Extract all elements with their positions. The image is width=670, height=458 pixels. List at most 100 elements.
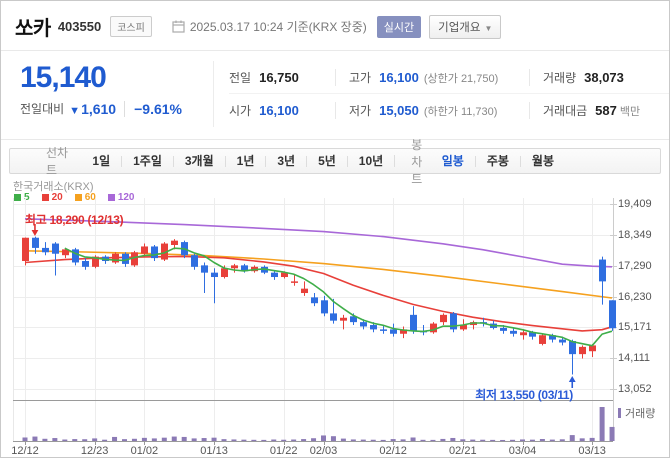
info-value: 16,100 [379,69,419,85]
candle [450,313,457,330]
candle [400,329,407,334]
ma60-line [24,250,613,299]
candle-tabs: 일봉 주봉 월봉 [431,153,565,168]
info-value: 38,073 [584,69,624,85]
info-cell-1-2: 거래대금 587 백만 [529,102,669,119]
volume-bar [201,438,207,441]
info-extra: (상한가 21,750) [423,72,499,85]
volume-bar [161,437,167,441]
info-value: 587 [595,103,617,118]
candle [301,288,308,294]
info-value: 16,100 [259,103,299,118]
candle [510,330,517,334]
volume-bar [321,435,326,441]
tab-period-6[interactable]: 10년 [346,155,394,167]
volume-bar [510,439,516,441]
volume-legend: 거래량 [618,405,655,421]
candle [82,261,89,267]
candle [32,237,39,248]
candle [460,325,467,330]
candle [231,265,238,269]
change-value: ▼1,610 [69,100,117,117]
candle [191,255,198,267]
candle [171,240,178,246]
candle [141,246,148,254]
candle [569,341,576,355]
x-axis-label: 12/12 [11,445,39,457]
candle [321,300,328,314]
candle [72,249,79,263]
volume-bar [82,439,88,441]
volume-bar [311,438,317,441]
info-value: 16,750 [259,69,299,85]
candle [520,332,527,336]
candle [350,316,357,323]
volume-bar [102,439,108,441]
y-axis-label: 13,052 [618,383,652,395]
volume-bar [500,439,506,441]
legend-swatch-icon [14,194,21,201]
volume-bar [171,436,177,441]
quote-info-table: 전일 16,750 고가 16,100 (상한가 21,750) 거래량 38,073 시가 1… [214,61,669,127]
chart-toolbar: 선차트 1일 1주일 3개월 1년 3년 5년 10년 봉차트 일봉 주봉 월봉 [9,138,661,186]
volume-bar [440,438,446,441]
volume-bar [609,426,615,441]
tab-period-1[interactable]: 1주일 [121,155,173,167]
candle [311,297,318,304]
x-axis-label: 03/04 [508,445,537,457]
volume-bar [480,439,486,441]
tab-period-0[interactable]: 1일 [92,153,111,168]
volume-bar [450,437,456,441]
candle [430,323,437,333]
volume-bar [42,438,48,441]
volume-bar [92,438,98,441]
info-cell-0-0: 전일 16,750 [229,69,335,86]
info-cell-1-0: 시가 16,100 [229,102,335,119]
volume-bar [131,438,137,441]
candle [360,322,367,327]
volume-bar [400,439,406,441]
quote-section: 15,140 전일대비 ▼1,610 −9.61% 전일 16,750 고가 16,1… [1,51,669,140]
y-axis-label: 16,230 [618,290,652,303]
tab-candle-2[interactable]: 월봉 [519,155,565,167]
company-overview-button[interactable]: 기업개요 ▼ [429,14,502,39]
candle [370,325,377,330]
tab-period-3[interactable]: 1년 [224,155,266,167]
candle [151,246,158,259]
info-label: 고가 [349,70,372,85]
candle [609,300,616,329]
candle [380,329,387,331]
volume-bar [32,436,38,441]
info-cell-0-1: 고가 16,100 (상한가 21,750) [335,68,529,86]
volume-bar [490,439,496,441]
candle [589,345,596,352]
candle [340,317,347,321]
change-label: 전일대비 [20,102,65,116]
tab-period-2[interactable]: 3개월 [172,155,225,167]
tab-period-5[interactable]: 5년 [306,155,347,167]
price-block: 15,140 전일대비 ▼1,610 −9.61% [1,61,214,127]
volume-bar [122,439,127,441]
realtime-badge[interactable]: 실시간 [376,15,422,38]
legend-swatch-icon [41,194,49,201]
candle-chart-label: 봉차트 [411,137,423,186]
volume-bar [301,439,307,441]
candle [221,268,228,278]
candle [241,265,248,272]
info-unit: 백만 [619,106,641,118]
period-tabs: 1일 1주일 3개월 1년 3년 5년 10년 [81,153,394,168]
info-label: 시가 [229,104,252,118]
y-axis-label: 14,111 [618,352,651,365]
x-axis-label: 02/03 [309,445,338,457]
tab-candle-0[interactable]: 일봉 [441,153,464,168]
ma-legend-item-60: 60 [74,192,96,203]
info-cell-0-2: 거래량 38,073 [529,68,669,86]
info-label: 거래량 [543,70,577,85]
tab-candle-1[interactable]: 주봉 [474,155,520,167]
tab-period-4[interactable]: 3년 [265,155,306,167]
volume-bar [271,439,277,441]
candlestick-chart [13,198,617,445]
volume-bar [579,438,585,441]
volume-bar [340,438,346,441]
ma120-line [24,218,613,268]
